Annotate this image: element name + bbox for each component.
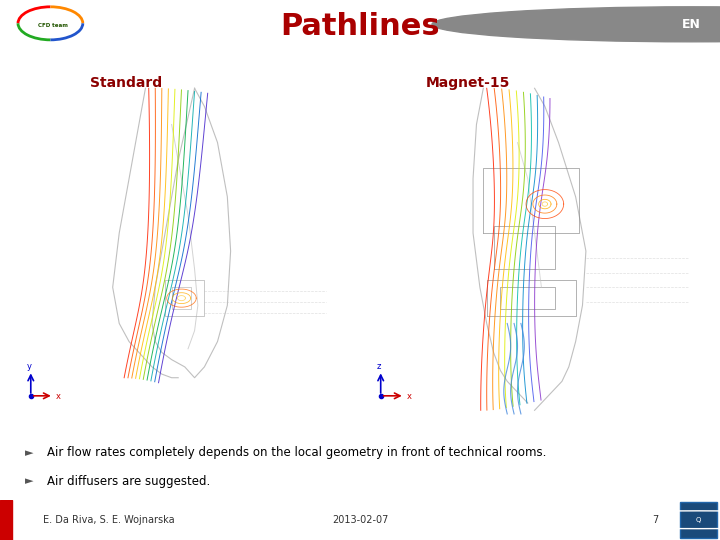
Text: E. Da Riva, S. E. Wojnarska: E. Da Riva, S. E. Wojnarska [43,515,175,525]
Text: ►: ► [25,476,34,487]
Text: Air diffusers are suggested.: Air diffusers are suggested. [47,475,210,488]
Text: 7: 7 [652,515,658,525]
Text: x: x [55,393,60,401]
Text: EN: EN [682,18,701,31]
Text: 2013-02-07: 2013-02-07 [332,515,388,525]
Text: Pathlines: Pathlines [280,12,440,41]
Text: z: z [377,362,381,370]
Circle shape [432,7,720,42]
Text: ►: ► [25,448,34,458]
Text: Air flow rates completely depends on the local geometry in front of technical ro: Air flow rates completely depends on the… [47,447,546,460]
Text: Q: Q [696,517,701,523]
FancyBboxPatch shape [680,502,717,538]
Text: CFD team: CFD team [37,23,68,28]
Text: x: x [406,393,411,401]
Text: Standard: Standard [90,76,162,90]
Ellipse shape [11,4,90,42]
Bar [0,500,12,540]
Text: y: y [27,362,32,370]
Text: Magnet-15: Magnet-15 [426,76,510,90]
